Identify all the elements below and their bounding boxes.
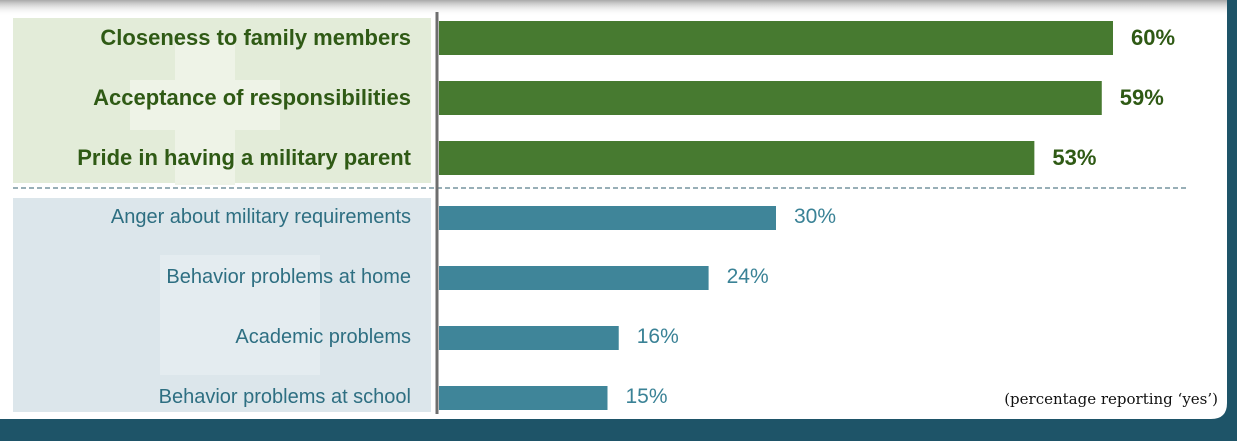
bar-7 [439,386,608,410]
bar-2 [439,81,1102,115]
header-shadow [0,0,1237,16]
bar-1 [439,21,1113,55]
positive-cross-decoration [130,40,280,185]
category-label-6: Academic problems [235,326,411,348]
category-label-1: Closeness to family members [100,25,411,50]
category-label-4: Anger about military requirements [110,206,411,228]
category-label-3: Pride in having a military parent [77,145,411,170]
bar-6 [439,326,619,350]
value-label-1: 60% [1131,25,1176,50]
category-label-2: Acceptance of responsibilities [93,85,411,110]
negative-decoration [160,255,320,375]
bar-3 [439,141,1035,175]
category-label-7: Behavior problems at school [158,386,411,408]
category-label-5: Behavior problems at home [166,266,411,288]
value-label-5: 24% [726,265,769,288]
chart-annotation: (percentage reporting ‘yes’) [1004,390,1218,408]
value-label-6: 16% [636,325,679,348]
value-label-2: 59% [1119,85,1164,110]
value-label-3: 53% [1052,145,1097,170]
value-label-4: 30% [794,205,837,228]
bar-5 [439,266,709,290]
value-label-7: 15% [625,385,668,408]
bar-4 [439,206,776,230]
